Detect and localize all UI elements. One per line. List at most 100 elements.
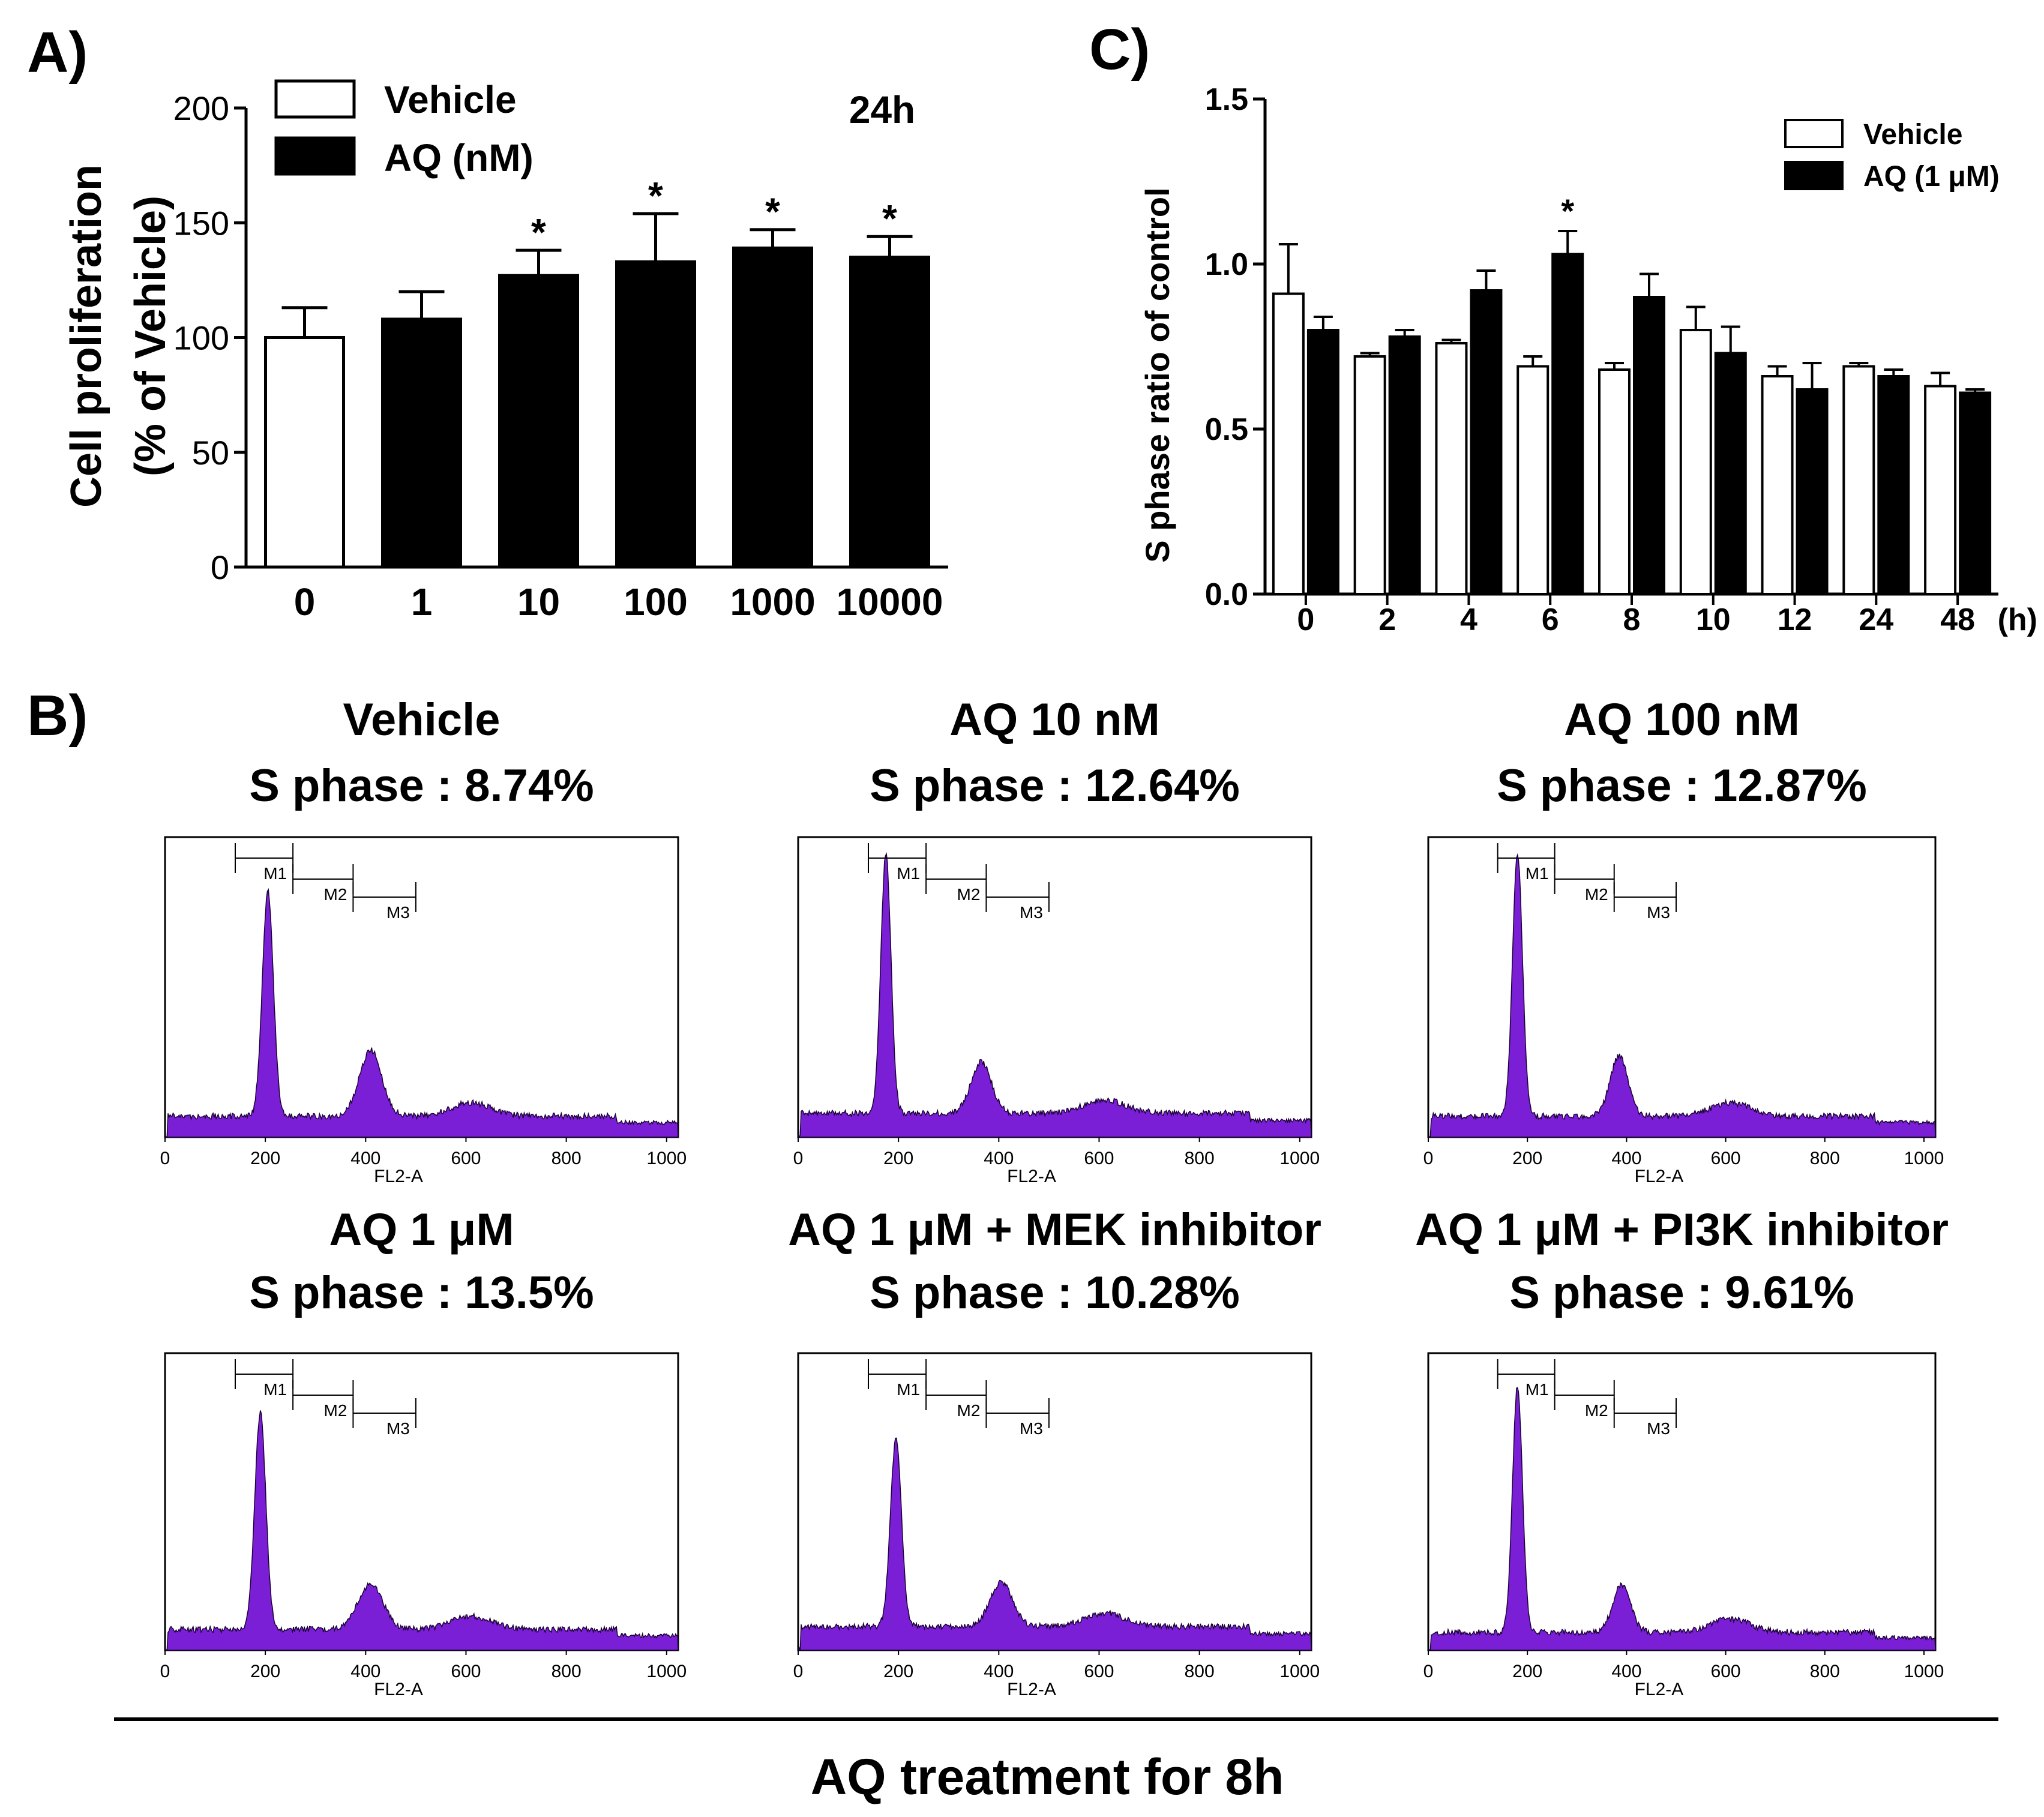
histogram-xtick-label: 400 bbox=[350, 1149, 380, 1168]
panel-c-ytick-label: 1.5 bbox=[1205, 82, 1248, 117]
histogram-xtick-label: 600 bbox=[1711, 1149, 1741, 1168]
panel-c-bar bbox=[1516, 365, 1550, 595]
histogram-title: AQ 1 μM + MEK inhibitor bbox=[788, 1204, 1321, 1255]
panel-c-bar bbox=[1272, 292, 1305, 595]
histogram-s-phase: S phase : 12.64% bbox=[870, 760, 1240, 811]
histogram-xtick-label: 1000 bbox=[646, 1149, 687, 1168]
panel-c-xtick-label: 10 bbox=[1696, 602, 1731, 637]
panel-a-significance: * bbox=[882, 197, 897, 240]
panel-a-xtick-label: 100 bbox=[624, 580, 688, 623]
panel-c-significance: * bbox=[1561, 192, 1574, 230]
histogram-xtick-label: 800 bbox=[552, 1662, 582, 1681]
panel-b-histograms: AQ treatment for 8h Vehicle S phase : 8.7… bbox=[114, 694, 1998, 1805]
histogram-title: AQ 1 μM + PI3K inhibitor bbox=[1415, 1204, 1949, 1255]
histogram-xtick-label: 0 bbox=[160, 1662, 170, 1681]
histogram-xtick-label: 1000 bbox=[1904, 1662, 1944, 1681]
panel-c-ylabel: S phase ratio of control bbox=[1138, 187, 1176, 562]
panel-c-bar bbox=[1598, 368, 1631, 595]
histogram-xtick-label: 0 bbox=[793, 1149, 804, 1168]
histogram-frame bbox=[164, 836, 679, 1138]
panel-a-significance: * bbox=[531, 211, 546, 254]
panel-c-bar bbox=[1924, 385, 1957, 595]
histogram-marker-label: M3 bbox=[1020, 1419, 1043, 1438]
panel-a-bar bbox=[381, 317, 462, 569]
panel-label-c: C) bbox=[1089, 17, 1150, 82]
histogram-frame bbox=[1427, 836, 1937, 1138]
panel-a-significance: * bbox=[648, 174, 663, 217]
panel-a-bar bbox=[615, 260, 696, 569]
histogram-marker-label: M3 bbox=[1647, 1419, 1670, 1438]
panel-a-xtick-label: 10 bbox=[517, 580, 560, 623]
panel-a-bar bbox=[264, 336, 345, 569]
panel-c-bar bbox=[1842, 365, 1875, 595]
panel-c-bar bbox=[1435, 342, 1468, 595]
histogram-marker-label: M1 bbox=[263, 1380, 287, 1399]
histogram-xtick-label: 200 bbox=[250, 1149, 280, 1168]
histogram-xtick-label: 200 bbox=[883, 1662, 913, 1681]
histogram-xtick-label: 600 bbox=[1084, 1149, 1114, 1168]
histogram-curve bbox=[164, 1410, 679, 1651]
histogram-xlabel: FL2-A bbox=[1635, 1680, 1684, 1699]
panel-c-xunit: (h) bbox=[1998, 602, 2037, 637]
panel-c-xtick-label: 2 bbox=[1378, 602, 1396, 637]
panel-c-bar bbox=[1679, 329, 1712, 595]
panel-a-legend-label-aq: AQ (nM) bbox=[384, 136, 534, 179]
histogram-xtick-label: 600 bbox=[1711, 1662, 1741, 1681]
histogram-marker-label: M3 bbox=[1647, 903, 1670, 922]
panel-a-ytick-label: 0 bbox=[211, 548, 229, 586]
panel-c-legend-swatch-aq bbox=[1784, 161, 1844, 190]
panel-c-xtick-label: 4 bbox=[1460, 602, 1477, 637]
histogram-s-phase: S phase : 10.28% bbox=[870, 1267, 1240, 1318]
panel-a-bar bbox=[732, 246, 813, 569]
panel-a-legend-swatch-aq bbox=[274, 136, 356, 176]
histogram-xtick-label: 0 bbox=[1423, 1662, 1434, 1681]
histogram-marker-label: M3 bbox=[1020, 903, 1043, 922]
panel-a-ytick-label: 200 bbox=[173, 89, 229, 127]
histogram-xtick-label: 0 bbox=[1423, 1149, 1434, 1168]
histogram-xtick-label: 200 bbox=[883, 1149, 913, 1168]
panel-a-title: 24h bbox=[849, 88, 915, 131]
histogram-xtick-label: 1000 bbox=[1904, 1149, 1944, 1168]
histogram-xlabel: FL2-A bbox=[374, 1680, 423, 1699]
panel-a-chart: 24h Cell proliferation (% of Vehicle) Ve… bbox=[62, 78, 948, 623]
histogram-xtick-label: 400 bbox=[984, 1662, 1014, 1681]
panel-label-a: A) bbox=[27, 20, 88, 85]
histogram-xtick-label: 400 bbox=[1611, 1149, 1641, 1168]
panel-a-legend-label-vehicle: Vehicle bbox=[384, 78, 517, 121]
histogram-marker-label: M2 bbox=[1585, 885, 1608, 904]
histogram-xtick-label: 0 bbox=[793, 1662, 804, 1681]
histogram-title: Vehicle bbox=[343, 694, 500, 745]
panel-a-ylabel-line1: Cell proliferation bbox=[62, 164, 110, 508]
panel-c-chart: S phase ratio of control Vehicle AQ (1 μ… bbox=[1138, 82, 2037, 637]
panel-c-ytick-label: 0.5 bbox=[1205, 412, 1248, 447]
panel-c-bar bbox=[1551, 253, 1584, 595]
panel-label-b: B) bbox=[27, 683, 88, 748]
histogram-marker-label: M3 bbox=[386, 903, 410, 922]
panel-c-bar bbox=[1714, 352, 1747, 595]
panel-c-bar bbox=[1633, 296, 1665, 595]
panel-c-bar bbox=[1306, 329, 1339, 595]
histogram-curve bbox=[165, 887, 679, 1138]
panel-c-bar bbox=[1388, 335, 1421, 595]
panel-a-ylabel-line2: (% of Vehicle) bbox=[127, 196, 175, 476]
histogram-title: AQ 1 μM bbox=[329, 1204, 514, 1255]
histogram-marker-label: M1 bbox=[897, 1380, 920, 1399]
histogram-s-phase: S phase : 13.5% bbox=[249, 1267, 594, 1318]
panel-a-significance: * bbox=[765, 190, 780, 233]
panel-c-bar bbox=[1470, 289, 1503, 595]
histogram-xtick-label: 200 bbox=[1512, 1662, 1542, 1681]
histogram-xtick-label: 600 bbox=[451, 1149, 481, 1168]
histogram-frame bbox=[164, 1352, 679, 1651]
histogram-xtick-label: 400 bbox=[350, 1662, 380, 1681]
panel-c-xtick-label: 8 bbox=[1623, 602, 1641, 637]
histogram-xlabel: FL2-A bbox=[1635, 1167, 1684, 1186]
panel-a-bar bbox=[498, 274, 579, 569]
panel-a-legend: Vehicle AQ (nM) bbox=[274, 78, 534, 179]
histogram-frame bbox=[1427, 1352, 1937, 1651]
histogram-marker-label: M2 bbox=[324, 885, 347, 904]
panel-c-xtick-label: 24 bbox=[1859, 602, 1893, 637]
panel-b-footer: AQ treatment for 8h bbox=[811, 1749, 1284, 1805]
histogram-marker-label: M2 bbox=[324, 1401, 347, 1420]
histogram-curve bbox=[798, 852, 1312, 1138]
